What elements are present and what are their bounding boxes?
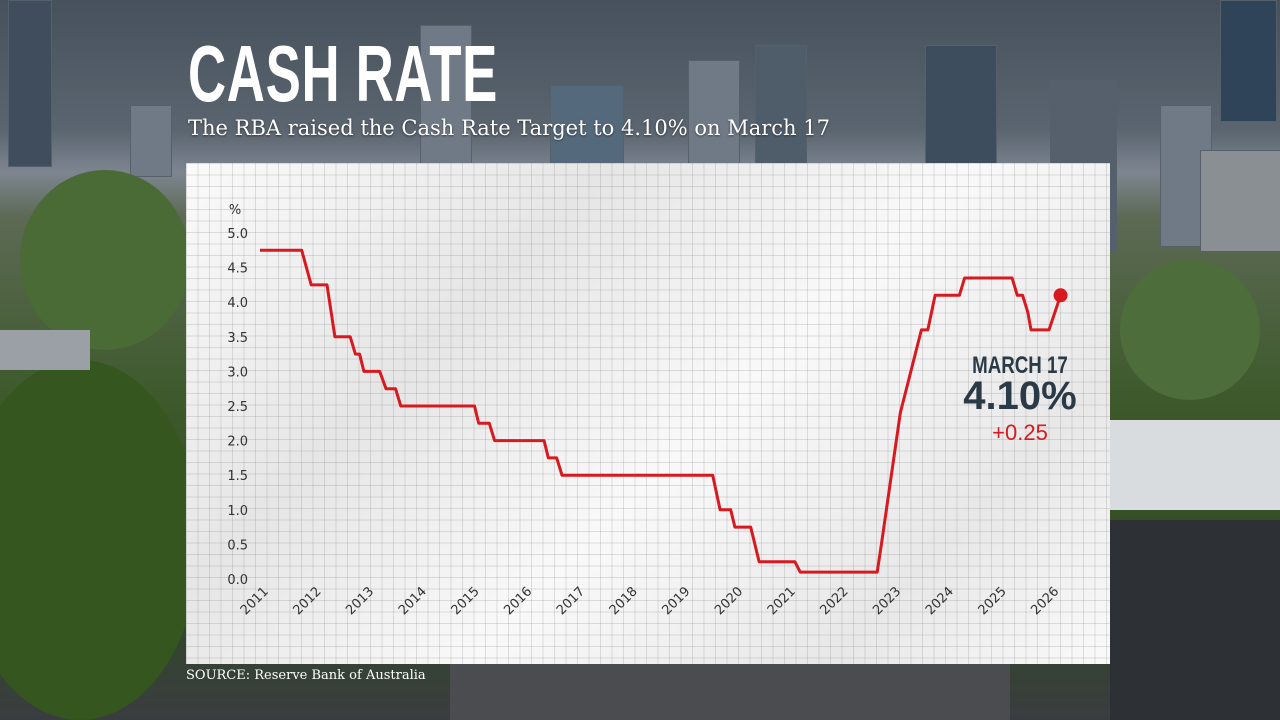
x-tick-label: 2012 [291, 584, 325, 618]
y-tick-label: 1.5 [227, 469, 248, 484]
y-tick-label: 4.5 [227, 262, 248, 277]
x-tick-label: 2025 [976, 584, 1010, 618]
annotation-date: MARCH 17 [972, 352, 1068, 379]
x-tick-label: 2017 [554, 584, 588, 618]
annotation-value: 4.10% [963, 374, 1077, 418]
x-tick-label: 2015 [449, 584, 483, 618]
y-tick-label: 3.5 [227, 331, 248, 346]
y-tick-label: 0.0 [227, 573, 248, 588]
x-tick-label: 2021 [765, 584, 799, 618]
x-tick-label: 2024 [923, 584, 957, 618]
y-tick-label: 4.0 [227, 296, 248, 311]
chart-subtitle: The RBA raised the Cash Rate Target to 4… [188, 116, 830, 140]
latest-point-marker [1053, 288, 1068, 303]
source-note: SOURCE: Reserve Bank of Australia [186, 668, 426, 683]
x-tick-label: 2019 [659, 584, 693, 618]
x-tick-label: 2013 [343, 584, 377, 618]
x-axis: 2011 2012 2013 2014 2015 2016 2017 2018 2019 2020… [238, 584, 1063, 618]
y-axis: 0.0 0.5 1.0 1.5 2.0 2.5 3.0 3.5 4.0 4.5 5.0 [227, 227, 248, 588]
x-tick-label: 2022 [818, 584, 852, 618]
x-tick-label: 2016 [501, 584, 535, 618]
chart-title: CASH RATE [188, 29, 499, 118]
y-tick-label: 1.0 [227, 504, 248, 519]
y-tick-label: 2.0 [227, 435, 248, 450]
y-axis-unit: % [229, 203, 241, 218]
y-tick-label: 0.5 [227, 538, 248, 553]
x-tick-label: 2011 [238, 584, 272, 618]
chart-paper-background [186, 163, 1110, 664]
y-tick-label: 5.0 [227, 227, 248, 242]
annotation-change: +0.25 [992, 420, 1048, 445]
y-tick-label: 2.5 [227, 400, 248, 415]
x-tick-label: 2020 [712, 584, 746, 618]
x-tick-label: 2018 [607, 584, 641, 618]
x-tick-label: 2023 [870, 584, 904, 618]
x-tick-label: 2014 [396, 584, 430, 618]
x-tick-label: 2026 [1028, 584, 1062, 618]
y-tick-label: 3.0 [227, 365, 248, 380]
cash-rate-line [260, 248, 1063, 574]
